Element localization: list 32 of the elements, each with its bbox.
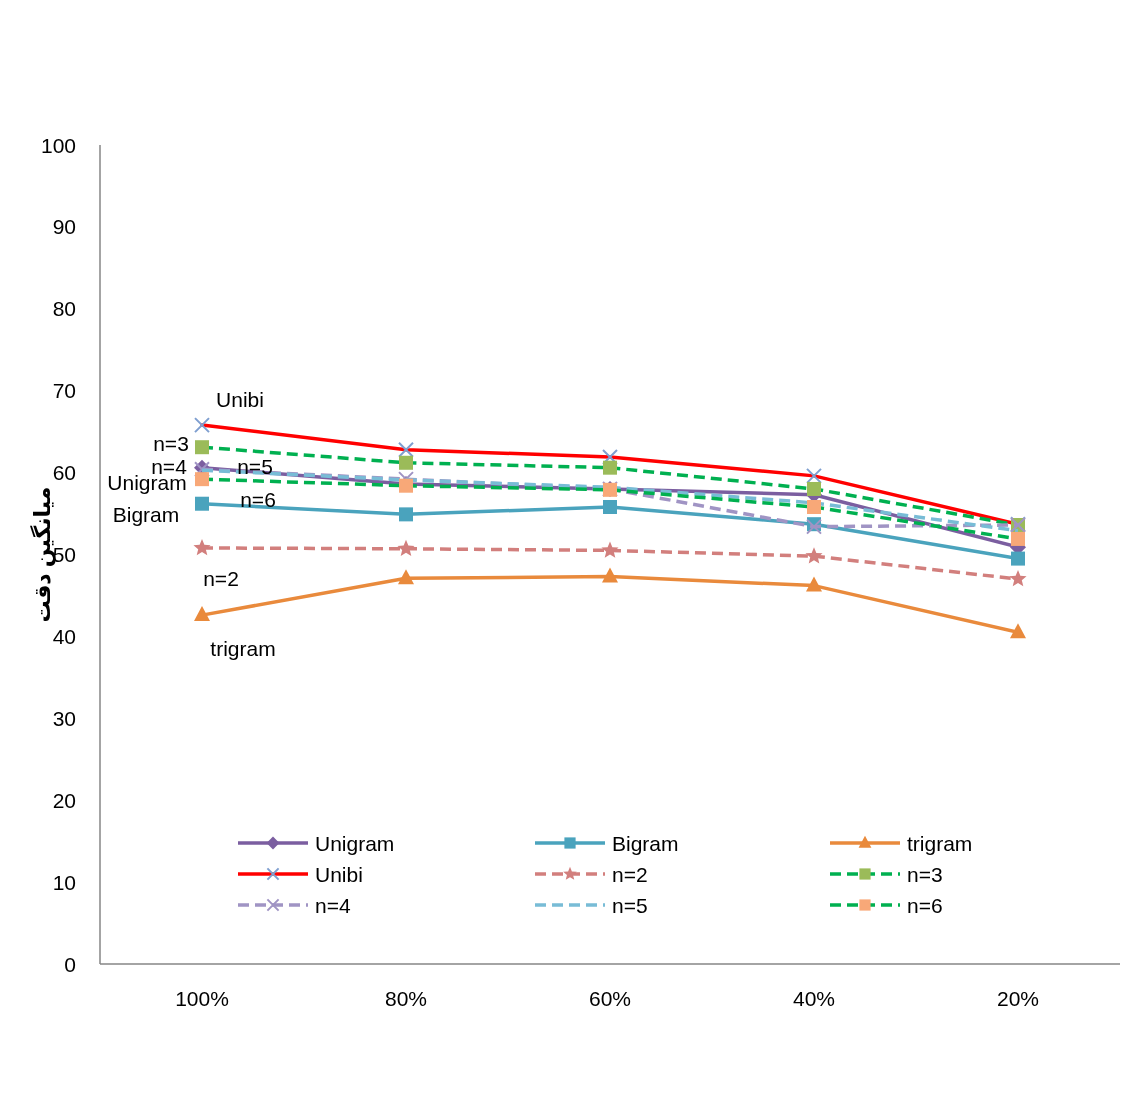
x-tick-label: 60%: [588, 986, 632, 1010]
y-tick-label: 0: [64, 952, 76, 976]
x-tick-label: 80%: [384, 986, 428, 1010]
y-tick-label: 60: [52, 461, 76, 485]
legend-label: Unibi: [315, 862, 363, 886]
annotation: Unibi: [216, 387, 264, 411]
legend-label: n=5: [612, 893, 648, 917]
y-tick-label: 10: [52, 870, 76, 894]
x-tick-label: 100%: [175, 986, 229, 1010]
legend-label: Bigram: [612, 831, 679, 855]
legend-label: n=6: [907, 893, 943, 917]
annotation: n=4: [151, 454, 188, 478]
annotation: n=6: [240, 487, 276, 511]
legend-label: n=4: [315, 893, 351, 917]
y-tick-label: 70: [52, 379, 76, 403]
y-tick-label: 40: [52, 624, 76, 648]
legend-label: Unigram: [315, 831, 395, 855]
x-tick-label: 40%: [792, 986, 836, 1010]
annotation: n=2: [203, 567, 239, 591]
y-tick-label: 20: [52, 788, 76, 812]
annotation: Bigram: [112, 503, 180, 527]
x-tick-label: 20%: [996, 986, 1040, 1010]
annotation: n=5: [237, 454, 273, 478]
legend-label: n=2: [612, 862, 648, 886]
legend-label: trigram: [907, 831, 973, 855]
annotation: n=3: [153, 431, 189, 455]
y-tick-label: 80: [52, 297, 76, 321]
legend-label: n=3: [907, 862, 943, 886]
annotation: trigram: [210, 636, 276, 660]
y-tick-label: 30: [52, 706, 76, 730]
y-tick-label: 90: [52, 215, 76, 239]
y-tick-label: 100: [40, 133, 76, 157]
